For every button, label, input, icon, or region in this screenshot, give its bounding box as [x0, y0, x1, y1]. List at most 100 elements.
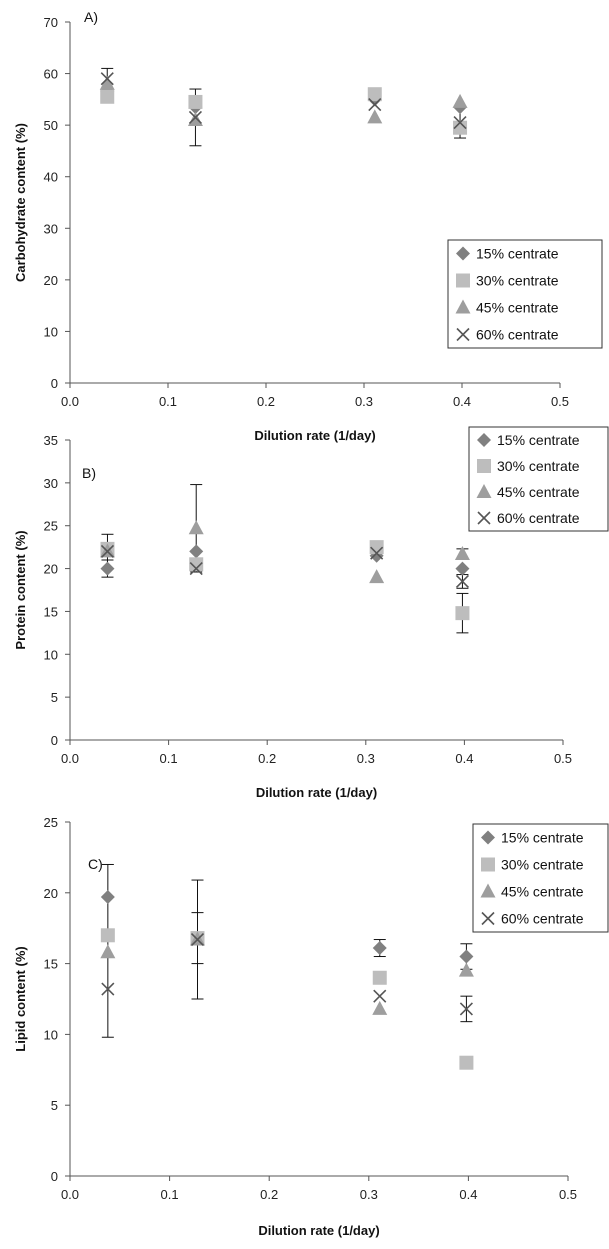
y-tick-label: 10: [44, 324, 58, 339]
y-tick-label: 0: [51, 376, 58, 391]
y-tick-label: 10: [44, 647, 58, 662]
x-tick-label: 0.1: [159, 394, 177, 409]
y-tick-label: 20: [44, 273, 58, 288]
legend-item: 30% centrate: [456, 273, 559, 289]
series-1: [100, 890, 474, 964]
legend-item: 30% centrate: [477, 458, 580, 474]
x-marker-stroke: [481, 911, 495, 926]
x-axis-label: Dilution rate (1/day): [256, 785, 377, 800]
data-point: [100, 561, 115, 576]
legend-marker: [456, 327, 470, 342]
legend-marker: [477, 459, 491, 473]
legend-item: 45% centrate: [476, 484, 580, 500]
x-tick-label: 0.1: [160, 751, 178, 766]
legend-marker: [477, 511, 491, 525]
x-tick-label: 0.0: [61, 394, 79, 409]
x-tick-label: 0.5: [554, 751, 572, 766]
x-tick-label: 0.0: [61, 1187, 79, 1202]
y-tick-label: 15: [44, 957, 58, 972]
legend-item: 15% centrate: [481, 830, 584, 846]
x-marker-stroke: [189, 562, 203, 576]
y-tick-label: 0: [51, 1169, 58, 1184]
x-marker-stroke: [101, 982, 115, 996]
legend-label: 60% centrate: [497, 510, 580, 526]
legend-item: 60% centrate: [456, 327, 559, 343]
legend-item: 45% centrate: [480, 883, 584, 900]
x-tick-label: 0.3: [357, 751, 375, 766]
legend-label: 60% centrate: [476, 327, 559, 343]
legend-label: 45% centrate: [501, 884, 584, 900]
data-point: [100, 544, 115, 558]
data-point: [454, 546, 470, 560]
x-marker-stroke: [190, 932, 205, 947]
legend-box: [447, 239, 603, 349]
legend-marker: [455, 299, 471, 314]
legend-label: 45% centrate: [476, 300, 559, 316]
x-tick-label: 0.2: [258, 751, 276, 766]
panel-label: A): [84, 9, 98, 25]
y-axis-label: Protein content (%): [13, 530, 28, 649]
x-axis-label: Dilution rate (1/day): [254, 428, 375, 443]
y-tick-label: 5: [51, 690, 58, 705]
data-point: [372, 941, 387, 956]
series-4: [101, 932, 473, 1016]
legend-item: 30% centrate: [481, 857, 584, 873]
x-marker-stroke: [477, 511, 491, 525]
series-2: [100, 540, 470, 621]
data-point: [99, 75, 115, 90]
x-tick-label: 0.3: [360, 1187, 378, 1202]
data-point: [367, 87, 382, 102]
chart-panel-3: 0 5 10 15 20 25 0.0 0.1 0.2 0.3 0.4 0.5 Dilution rat…: [13, 815, 609, 1238]
y-tick-label: 0: [51, 733, 58, 748]
chart-panel-1: 0 10 20 30 40 50 60 70 0.0 0.1 0.2 0.3 0.4 0.5 Dilutio…: [13, 9, 603, 443]
legend-label: 30% centrate: [476, 273, 559, 289]
y-tick-label: 20: [44, 886, 58, 901]
legend-item: 60% centrate: [481, 911, 584, 927]
data-point: [373, 989, 387, 1003]
x-marker-stroke: [188, 110, 203, 124]
y-tick-label: 5: [51, 1098, 58, 1113]
series-3: [100, 931, 474, 1015]
x-marker-stroke: [100, 544, 115, 558]
data-point: [100, 928, 115, 943]
data-point: [459, 1055, 474, 1070]
data-point: [188, 520, 204, 535]
data-point: [188, 94, 203, 109]
legend-marker: [481, 911, 495, 926]
y-tick-label: 35: [44, 433, 58, 448]
x-tick-label: 0.4: [459, 1187, 477, 1202]
series-1: [100, 544, 470, 576]
data-point: [189, 557, 204, 572]
legend-marker: [476, 484, 492, 498]
y-tick-label: 10: [44, 1027, 58, 1042]
data-point: [455, 574, 469, 588]
y-tick-label: 40: [44, 170, 58, 185]
x-marker-stroke: [455, 574, 469, 588]
x-tick-label: 0.4: [453, 394, 471, 409]
x-tick-label: 0.0: [61, 751, 79, 766]
data-point: [189, 562, 203, 576]
panel-label: B): [82, 465, 96, 481]
legend: 15% centrate 30% centrate 45% centrate 60% …: [472, 823, 609, 933]
x-marker-stroke: [368, 97, 382, 112]
panel-label: C): [88, 856, 103, 872]
data-point: [188, 110, 203, 124]
x-tick-label: 0.1: [161, 1187, 179, 1202]
y-tick-label: 60: [44, 67, 58, 82]
x-marker-stroke: [453, 115, 467, 130]
legend-item: 15% centrate: [456, 246, 559, 262]
legend: 15% centrate 30% centrate 45% centrate 60% …: [468, 426, 609, 532]
y-tick-label: 20: [44, 562, 58, 577]
x-tick-label: 0.5: [559, 1187, 577, 1202]
x-tick-label: 0.5: [551, 394, 569, 409]
y-tick-label: 25: [44, 815, 58, 830]
y-tick-label: 50: [44, 118, 58, 133]
x-tick-label: 0.3: [355, 394, 373, 409]
series-4: [100, 72, 467, 130]
data-point: [453, 120, 468, 135]
data-point: [367, 109, 383, 124]
y-tick-label: 30: [44, 221, 58, 236]
y-axis-label: Lipid content (%): [13, 946, 28, 1051]
data-point: [458, 962, 474, 977]
x-tick-label: 0.2: [260, 1187, 278, 1202]
